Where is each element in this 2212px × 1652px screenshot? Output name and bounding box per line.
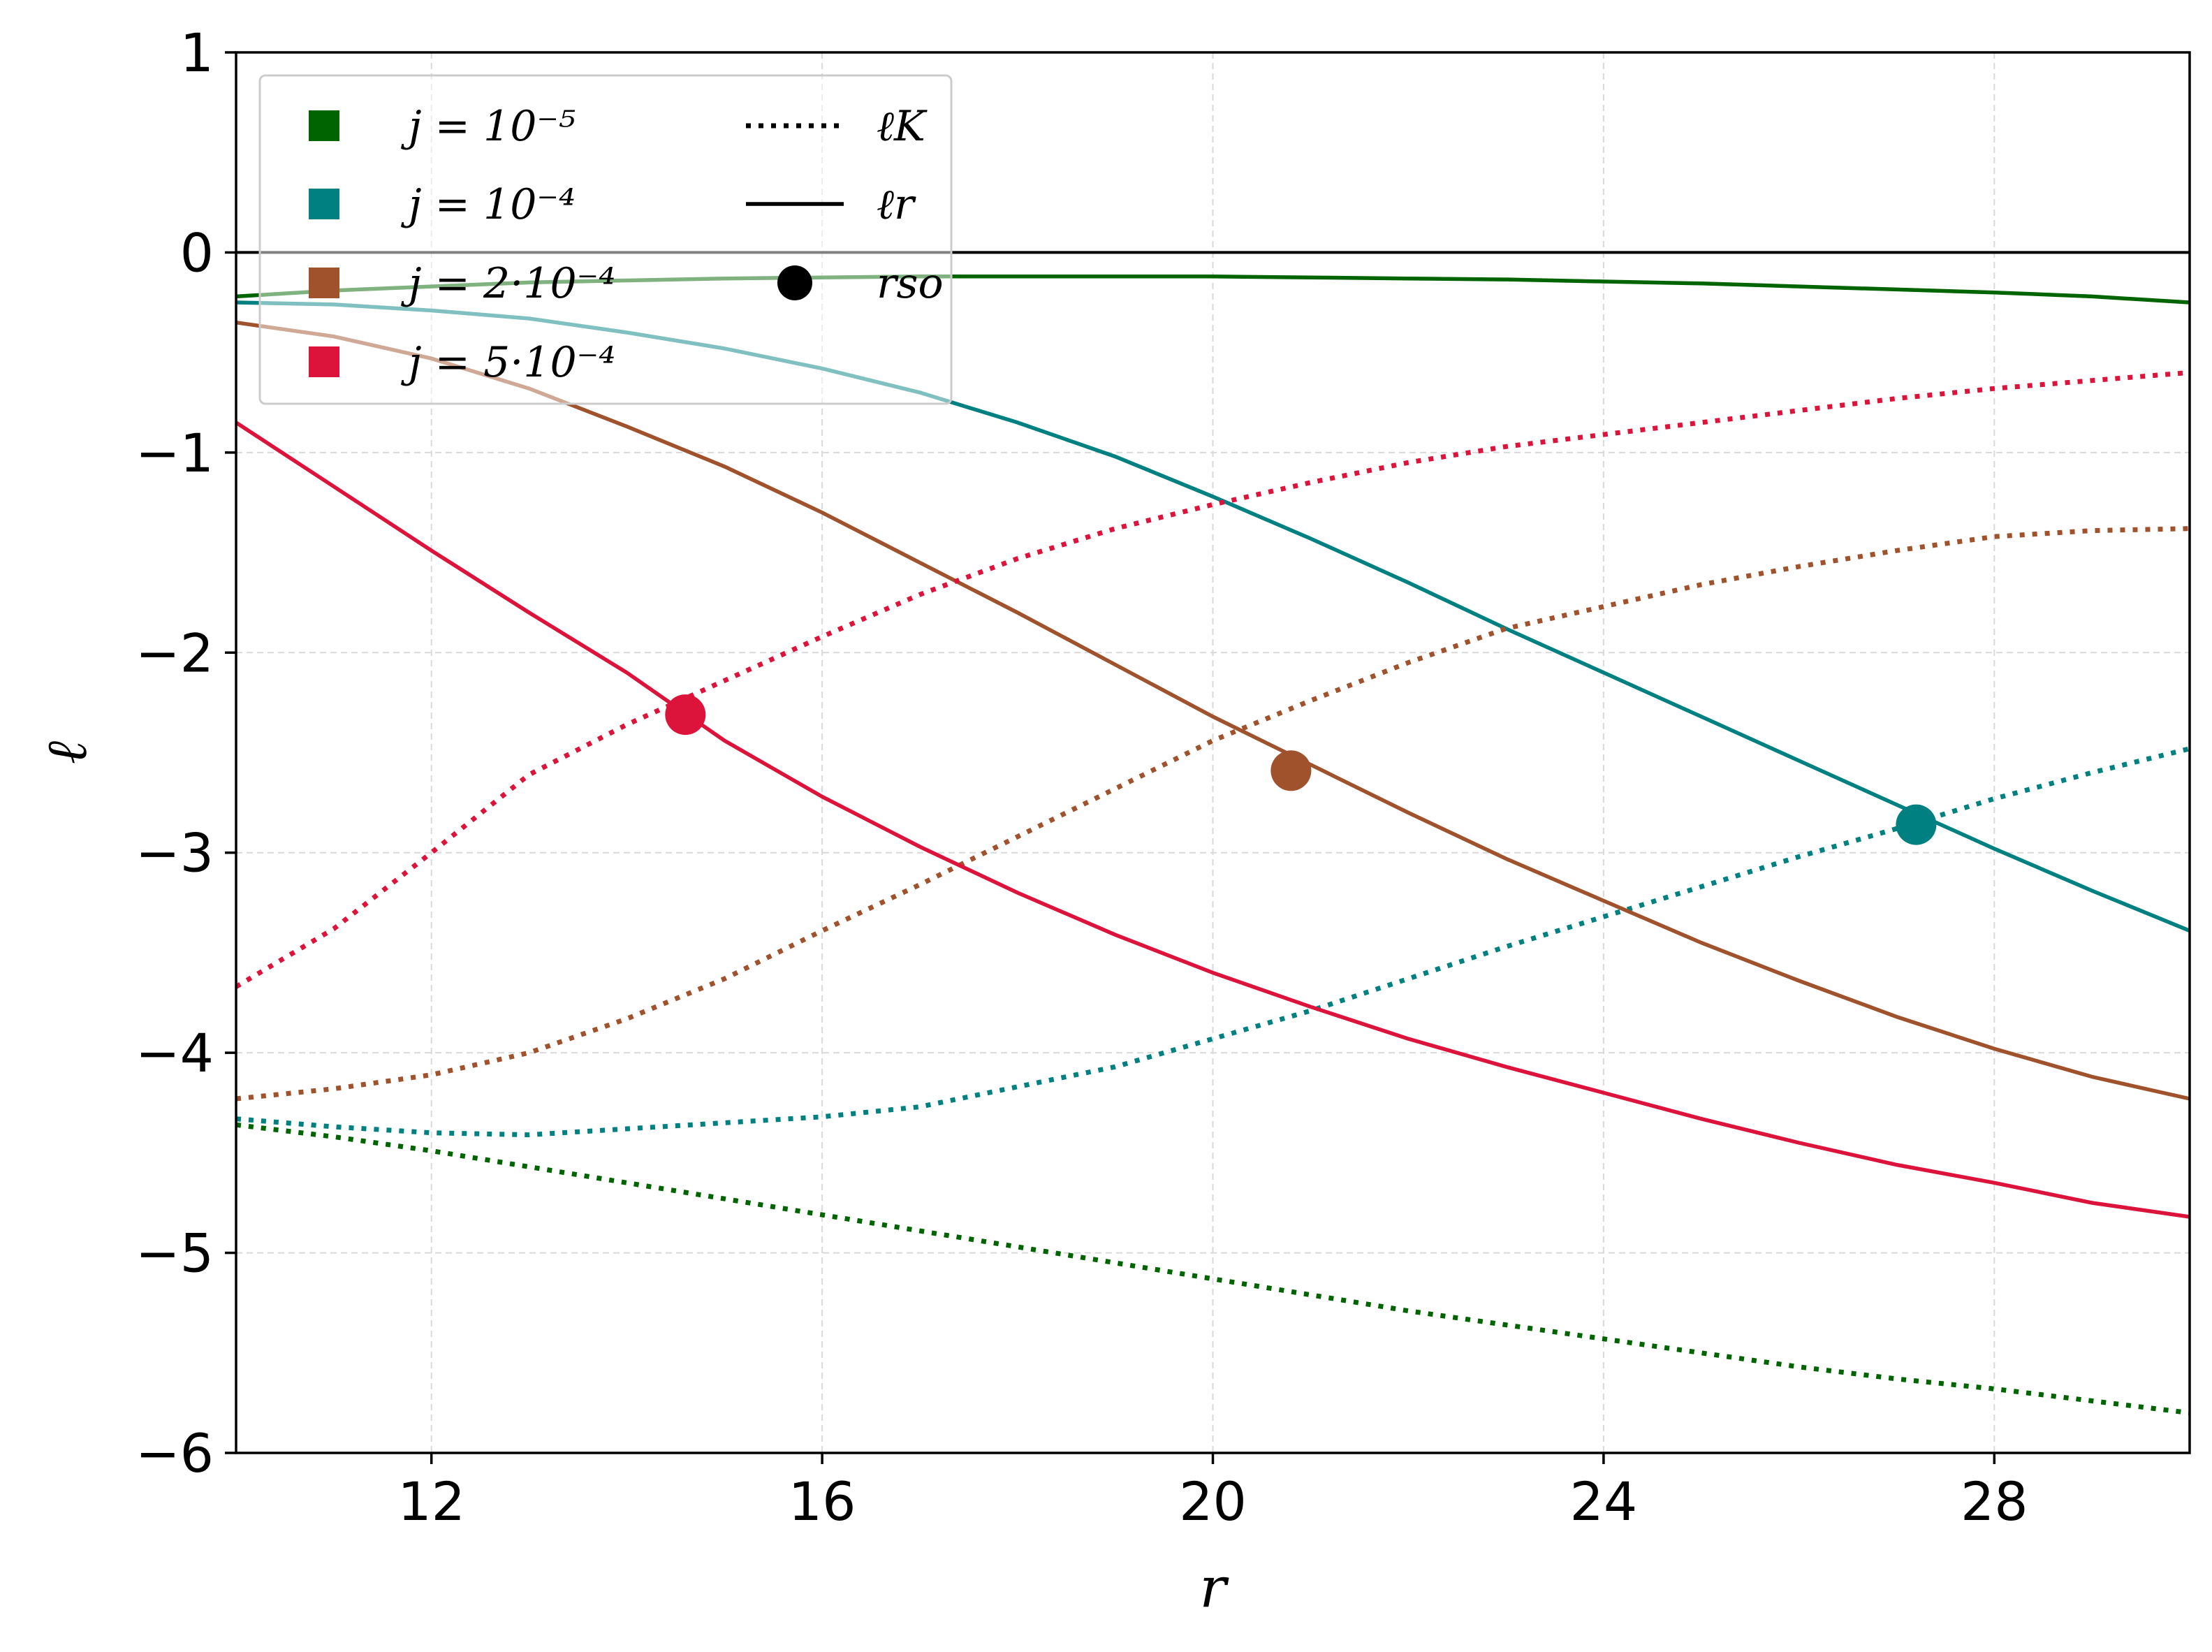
legend-series-label: j = 2·10⁻⁴ xyxy=(401,259,615,308)
rso-marker xyxy=(665,694,706,736)
rso-markers xyxy=(665,694,1937,845)
y-axis-label: ℓ xyxy=(34,741,99,764)
x-axis-label: r xyxy=(1199,1555,1229,1620)
y-tick-label: −4 xyxy=(135,1022,214,1084)
axis-ticks: 12 16 20 24 28 1 0 −1 −2 −3 −4 −5 −6 xyxy=(135,22,2028,1533)
y-tick-label: −6 xyxy=(135,1422,214,1484)
legend-series-label: j = 10⁻⁵ xyxy=(401,102,576,151)
legend-style-label: ℓK xyxy=(877,102,928,151)
x-tick-label: 16 xyxy=(789,1470,856,1533)
rso-marker xyxy=(1270,750,1312,791)
legend-swatch xyxy=(309,189,339,219)
legend-style-label: ℓr xyxy=(877,180,916,229)
legend-swatch xyxy=(309,110,339,141)
x-tick-label: 28 xyxy=(1961,1470,2028,1533)
x-tick-label: 24 xyxy=(1570,1470,1638,1533)
legend-series-label: j = 5·10⁻⁴ xyxy=(401,338,615,387)
legend-swatch xyxy=(309,268,339,298)
legend: j = 10⁻⁵ j = 10⁻⁴ j = 2·10⁻⁴ j = 5·10⁻⁴ ℓK ℓr… xyxy=(258,74,953,405)
y-tick-label: 1 xyxy=(180,22,214,84)
ellr-line xyxy=(235,421,2190,1219)
y-tick-label: −2 xyxy=(135,622,214,684)
y-tick-label: −3 xyxy=(135,822,214,884)
legend-series-label: j = 10⁻⁴ xyxy=(401,180,576,229)
rso-marker xyxy=(1896,804,1937,845)
y-tick-label: −5 xyxy=(135,1222,214,1285)
legend-marker-key xyxy=(777,265,812,300)
legend-box xyxy=(258,74,953,405)
legend-style-label: rso xyxy=(877,259,944,308)
ellK-line xyxy=(235,526,2190,1102)
legend-items: j = 10⁻⁵ j = 10⁻⁴ j = 2·10⁻⁴ j = 5·10⁻⁴ ℓK ℓr… xyxy=(309,102,944,387)
y-tick-label: 0 xyxy=(180,221,214,284)
ellK-line xyxy=(235,1122,2190,1416)
x-tick-label: 20 xyxy=(1179,1470,1247,1533)
legend-swatch xyxy=(309,346,339,377)
y-tick-label: −1 xyxy=(135,422,214,484)
x-tick-label: 12 xyxy=(397,1470,465,1533)
